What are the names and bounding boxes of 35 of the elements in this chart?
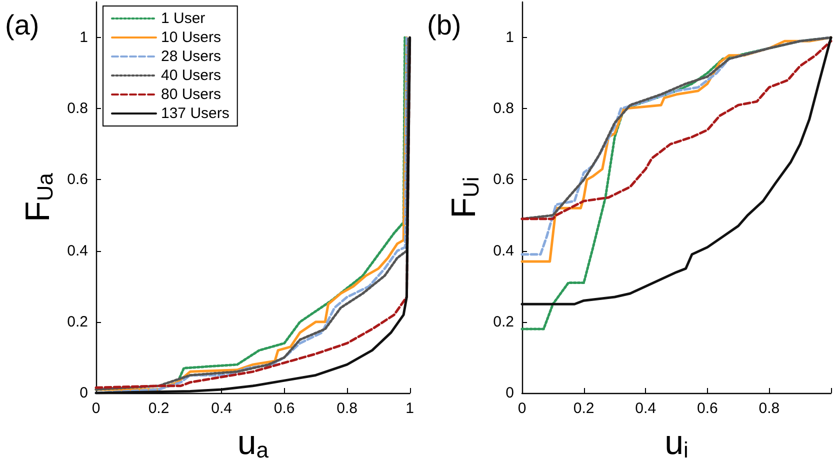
x-tick-label: 0.4 [635,400,656,417]
x-tick-label: 0.8 [758,400,780,417]
y-tick-label: 0.2 [493,313,514,330]
x-tick-label: 0.6 [274,400,295,417]
y-tick-label: 0.6 [493,171,514,188]
x-tick-label: 0.2 [148,400,170,417]
y-tick-label: 1 [506,29,514,46]
x-tick-label: 1 [406,400,414,417]
x-axis-title: ua [237,424,270,462]
legend-label: 10 Users [161,29,222,46]
x-axis-title: ui [664,424,688,462]
y-tick-label: 0.8 [67,100,88,118]
y-tick-label: 0.4 [67,242,88,260]
legend-label: 137 Users [161,105,230,122]
y-tick-label: 0.4 [493,242,514,260]
y-axis-title: FUa [19,172,58,222]
legend-label: 1 User [161,10,206,27]
x-tick-label: 0 [92,400,100,417]
y-tick-label: 0.2 [67,313,88,330]
y-tick-label: 0.8 [493,100,514,118]
x-tick-label: 0.8 [336,400,358,417]
legend-label: 80 Users [161,86,222,103]
y-axis-title: FUi [445,176,484,218]
legend-label: 28 Users [161,48,222,65]
chart-title: (b) [427,10,462,40]
legend-label: 40 Users [161,67,222,84]
y-tick-label: 0.6 [67,171,88,188]
x-tick-label: 0.6 [696,400,718,417]
y-tick-label: 0 [506,384,514,402]
x-tick-label: 0 [518,400,526,417]
y-tick-label: 1 [80,29,88,46]
chart-title: (a) [5,10,40,40]
y-tick-label: 0 [80,384,88,402]
x-tick-label: 0.2 [573,400,594,417]
x-tick-label: 0.4 [211,400,232,417]
